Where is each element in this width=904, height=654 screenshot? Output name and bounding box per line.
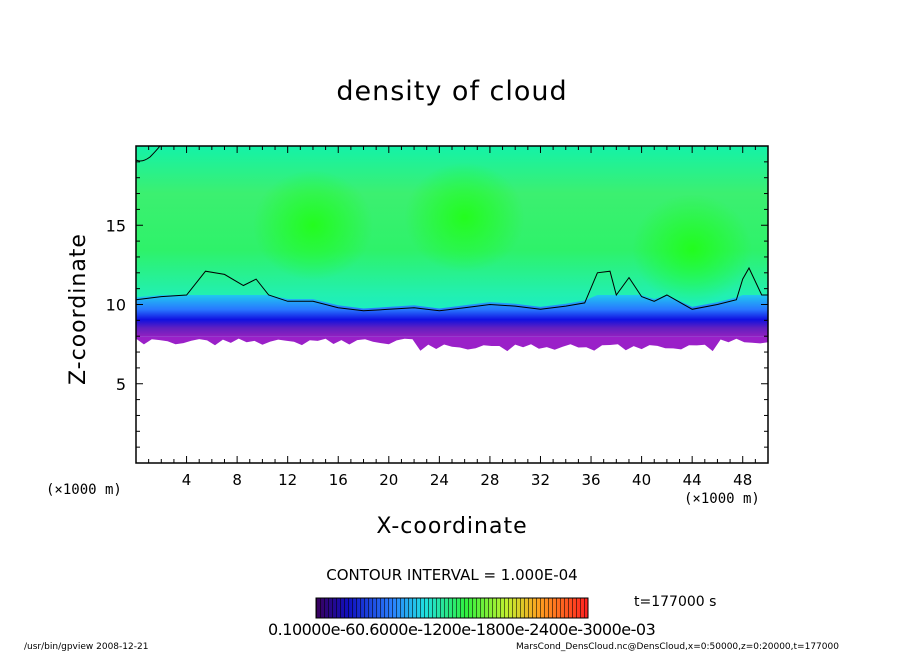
x-tick-label: 44 xyxy=(683,471,702,489)
x-tick-label: 40 xyxy=(632,471,651,489)
time-label: t=177000 s xyxy=(634,594,717,610)
footer-right: MarsCond_DensCloud.nc@DensCloud,x=0:5000… xyxy=(516,642,839,652)
x-axis-label: X-coordinate xyxy=(376,514,528,539)
x-tick-label: 4 xyxy=(182,471,192,489)
y-tick-label: 10 xyxy=(106,296,126,315)
chart-title: density of cloud xyxy=(336,76,568,107)
colorbar-stripes xyxy=(316,598,588,618)
y-axis: 5 10 15 xyxy=(106,161,768,448)
contour-interval: CONTOUR INTERVAL = 1.000E-04 xyxy=(326,566,578,584)
density-maxima xyxy=(252,162,753,305)
x-axis: 4 8 12 16 20 24 28 32 36 40 44 48 xyxy=(148,146,756,489)
cloud-base-fringe xyxy=(136,336,768,352)
x-unit-label: (×1000 m) xyxy=(684,491,760,507)
x-tick-label: 36 xyxy=(581,471,600,489)
y-axis-label: Z-coordinate xyxy=(66,233,91,385)
x-tick-label: 16 xyxy=(329,471,348,489)
z-unit-label: (×1000 m) xyxy=(46,482,122,498)
colorbar-frame xyxy=(315,597,589,619)
x-tick-label: 48 xyxy=(733,471,752,489)
density-maximum xyxy=(632,194,753,305)
x-tick-label: 28 xyxy=(480,471,499,489)
x-tick-label: 24 xyxy=(430,471,449,489)
contour-line xyxy=(136,266,768,312)
corner-contour xyxy=(136,146,161,162)
y-tick-label: 5 xyxy=(116,375,126,394)
cloud-base-band xyxy=(136,295,768,337)
colorbar-tick-labels: 0.10000e-60.6000e-1200e-1800e-2400e-3000… xyxy=(268,620,656,639)
density-maximum xyxy=(404,162,525,273)
footer-left: /usr/bin/gpview 2008-12-21 xyxy=(24,642,149,652)
x-tick-label: 32 xyxy=(531,471,550,489)
x-tick-label: 12 xyxy=(278,471,297,489)
y-tick-label: 15 xyxy=(106,216,126,235)
x-tick-label: 8 xyxy=(232,471,242,489)
density-maximum xyxy=(252,170,373,281)
x-tick-label: 20 xyxy=(379,471,398,489)
